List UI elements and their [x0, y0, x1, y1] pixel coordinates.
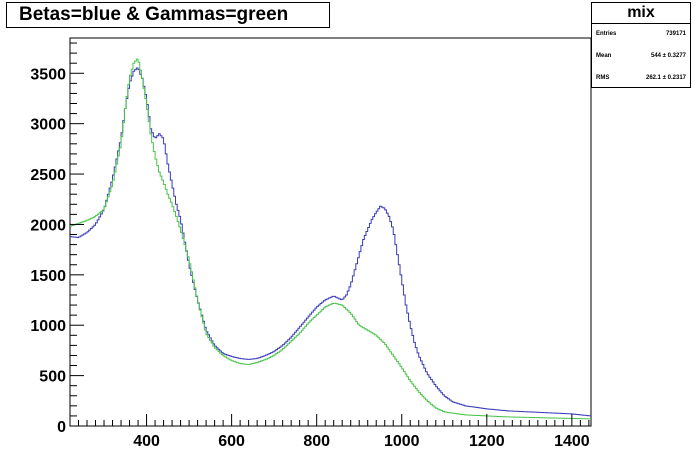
stats-row-entries: Entries 739171	[596, 31, 686, 41]
x-tick-label: 800	[303, 433, 330, 450]
x-tick-label: 400	[133, 433, 160, 450]
y-tick-label: 2500	[30, 167, 66, 184]
stats-box: mix Entries 739171 Mean 544 ± 0.3277 RMS…	[591, 2, 691, 88]
series-layer	[70, 58, 592, 420]
chart-title: Betas=blue & Gammas=green	[6, 2, 330, 28]
stats-value: 262.1 ± 0.2317	[646, 75, 686, 81]
y-tick-label: 0	[57, 419, 66, 436]
x-axis: 400 600 800 1000 1200 1400	[69, 414, 590, 450]
stats-value: 544 ± 0.3277	[651, 53, 686, 59]
stats-label: Mean	[596, 53, 612, 59]
stats-row-rms: RMS 262.1 ± 0.2317	[596, 75, 686, 85]
x-tick-label: 1400	[554, 433, 590, 450]
y-axis: 500 1000 1500 2000 2500 3000 3500 0	[30, 42, 84, 436]
y-tick-label: 1500	[30, 268, 66, 285]
y-tick-label: 500	[39, 369, 66, 386]
stats-label: Entries	[596, 31, 617, 37]
stats-label: RMS	[596, 75, 610, 81]
x-tick-label: 1000	[384, 433, 420, 450]
stats-row-mean: Mean 544 ± 0.3277	[596, 53, 686, 63]
y-tick-label: 1000	[30, 318, 66, 335]
y-tick-label: 3500	[30, 66, 66, 83]
x-tick-label: 600	[218, 433, 245, 450]
y-tick-label: 3000	[30, 117, 66, 134]
x-tick-label: 1200	[469, 433, 505, 450]
stats-value: 739171	[665, 31, 686, 37]
y-tick-label: 2000	[30, 217, 66, 234]
series-line-1	[70, 67, 592, 417]
plot-frame	[69, 37, 592, 427]
series-line-2	[70, 58, 592, 420]
stats-box-name: mix	[592, 3, 690, 24]
